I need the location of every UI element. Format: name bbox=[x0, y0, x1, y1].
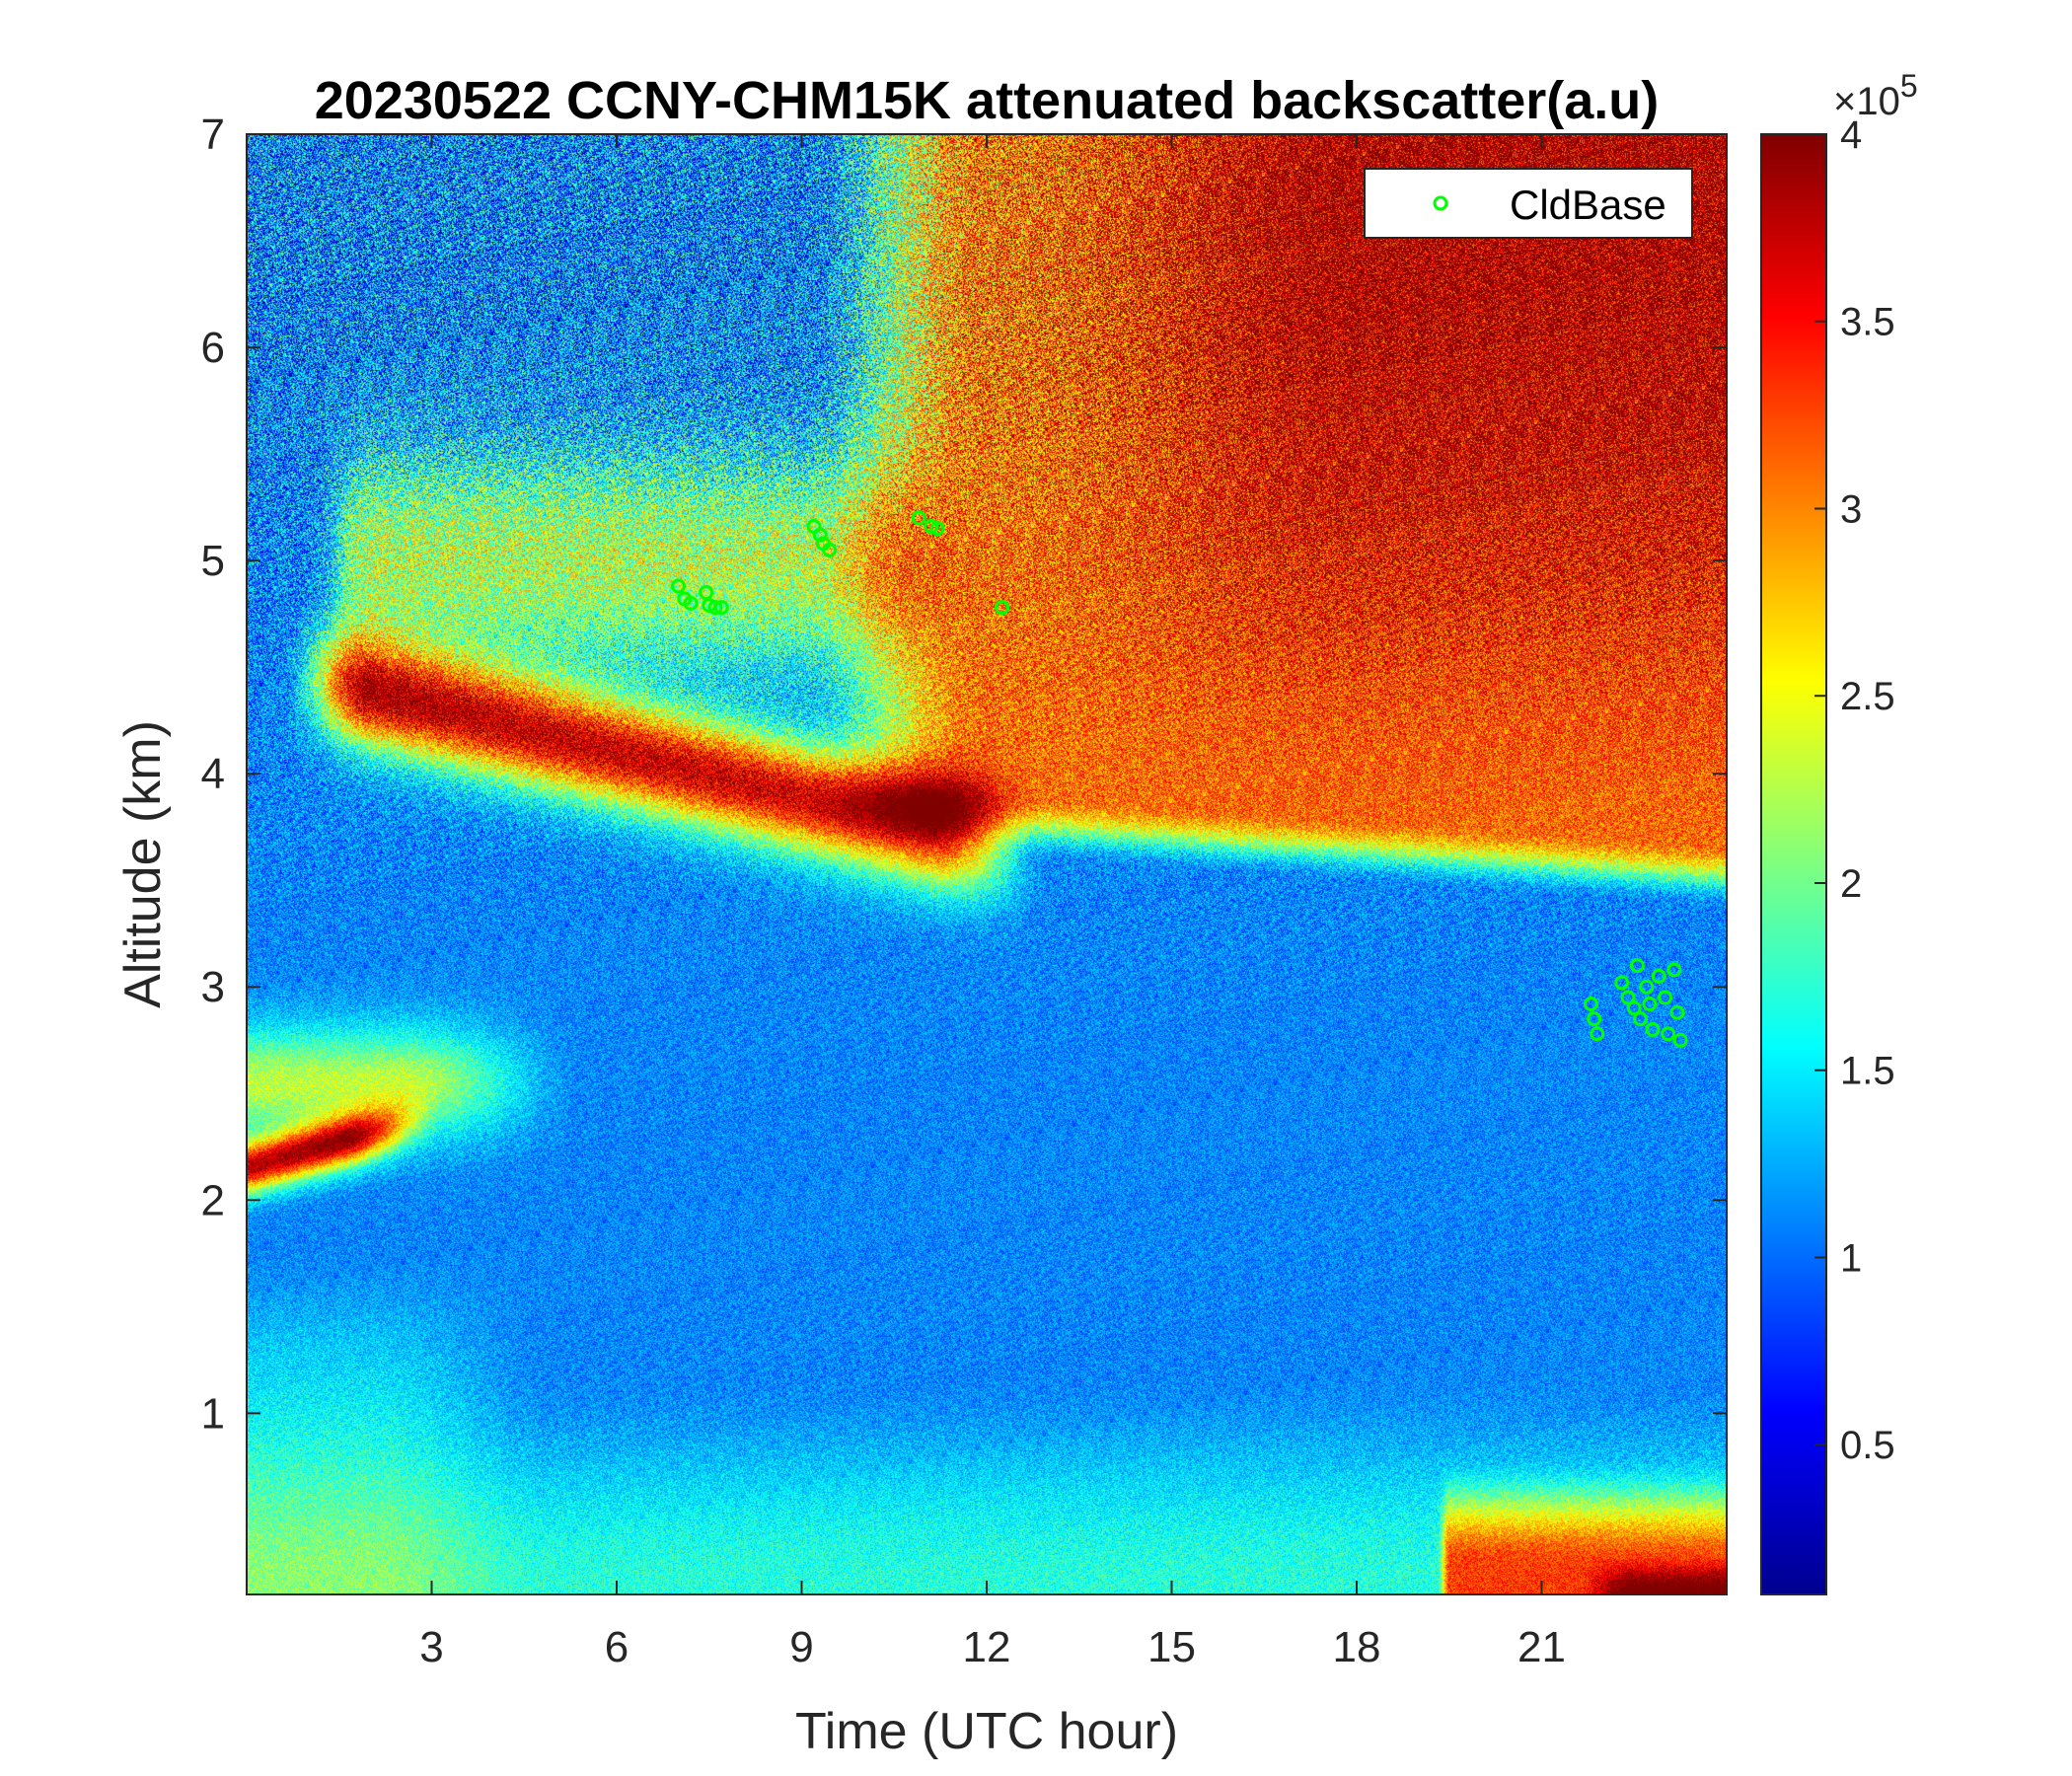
cloud-base-marker bbox=[911, 510, 926, 526]
cloud-base-marker bbox=[1626, 1000, 1642, 1016]
cloud-base-marker bbox=[929, 521, 945, 537]
x-tick-label: 3 bbox=[419, 1623, 443, 1671]
x-tick-label: 6 bbox=[605, 1623, 629, 1671]
colorbar-exponent-base: ×10 bbox=[1833, 80, 1900, 123]
legend-label-cldbase: CldBase bbox=[1510, 182, 1666, 228]
colorbar-tick-label: 0.5 bbox=[1840, 1424, 1895, 1467]
cloud-base-marker bbox=[1614, 975, 1630, 991]
colorbar-tick-label: 1.5 bbox=[1840, 1050, 1895, 1093]
x-tick-label: 15 bbox=[1147, 1623, 1196, 1671]
x-axis: 3 6 9 12 15 18 21 bbox=[419, 134, 1566, 1671]
cloud-base-marker bbox=[822, 542, 838, 557]
legend: CldBase bbox=[1364, 168, 1693, 239]
y-tick-label: 1 bbox=[201, 1389, 225, 1438]
colorbar: 0.5 1 1.5 2 2.5 3 3.5 4 ×105 bbox=[1760, 68, 1918, 1595]
y-tick-label: 6 bbox=[201, 324, 225, 372]
cloud-base-marker bbox=[1642, 997, 1658, 1012]
plot-area bbox=[246, 133, 1728, 1595]
x-tick-label: 18 bbox=[1333, 1623, 1381, 1671]
y-axis: 1 2 3 4 5 6 7 bbox=[201, 111, 1727, 1438]
colorbar-exponent-power: 5 bbox=[1900, 68, 1918, 104]
cloud-base-marker bbox=[995, 600, 1010, 616]
y-tick-label: 3 bbox=[201, 963, 225, 1011]
colorbar-ticks: 0.5 1 1.5 2 2.5 3 3.5 4 bbox=[1814, 113, 1895, 1467]
cloud-base-marker bbox=[1584, 997, 1598, 1012]
colorbar-tick-label: 3 bbox=[1840, 487, 1862, 531]
colorbar-tick-label: 2 bbox=[1840, 862, 1862, 906]
cloud-base-marker bbox=[1639, 979, 1655, 995]
cloud-base-marker bbox=[1651, 968, 1666, 984]
cloud-base-marker bbox=[707, 600, 723, 616]
x-tick-label: 12 bbox=[963, 1623, 1011, 1671]
legend-box bbox=[1364, 168, 1693, 239]
colorbar-gradient bbox=[1760, 133, 1827, 1595]
cloud-base-marker bbox=[1620, 990, 1636, 1005]
cloud-base-marker bbox=[1666, 962, 1682, 978]
cloud-base-series bbox=[671, 510, 1688, 1048]
colorbar-tick-label: 3.5 bbox=[1840, 301, 1895, 344]
legend-marker-cldbase bbox=[1433, 195, 1448, 211]
cloud-base-marker bbox=[671, 578, 686, 594]
cloud-base-marker bbox=[1672, 1032, 1688, 1048]
cloud-base-marker bbox=[1590, 1026, 1605, 1042]
colorbar-exponent: ×105 bbox=[1833, 68, 1918, 123]
x-tick-label: 9 bbox=[789, 1623, 813, 1671]
chart-title: 20230522 CCNY-CHM15K attenuated backscat… bbox=[315, 71, 1660, 130]
cloud-base-marker bbox=[1661, 1026, 1676, 1042]
y-tick-label: 7 bbox=[201, 111, 225, 159]
y-tick-label: 4 bbox=[201, 750, 225, 798]
x-tick-label: 21 bbox=[1517, 1623, 1566, 1671]
cloud-base-marker bbox=[812, 527, 828, 543]
cloud-base-marker bbox=[1629, 958, 1645, 974]
backscatter-heatmap bbox=[247, 134, 1727, 1594]
cloud-base-marker bbox=[699, 585, 714, 601]
x-axis-label: Time (UTC hour) bbox=[795, 1703, 1178, 1760]
y-tick-label: 2 bbox=[201, 1176, 225, 1224]
cloud-base-marker bbox=[1587, 1011, 1602, 1027]
cloud-base-marker bbox=[713, 600, 729, 616]
y-tick-label: 5 bbox=[201, 537, 225, 585]
colorbar-tick-label: 2.5 bbox=[1840, 675, 1895, 718]
y-axis-label: Altitude (km) bbox=[114, 720, 172, 1008]
colorbar-tick-label: 1 bbox=[1840, 1236, 1862, 1280]
cloud-base-marker bbox=[1658, 990, 1672, 1005]
cloud-base-marker bbox=[1669, 1004, 1685, 1020]
cloud-base-marker bbox=[1633, 1011, 1648, 1027]
cloud-base-marker bbox=[683, 595, 699, 611]
colorbar-tick-label: 4 bbox=[1840, 113, 1862, 157]
cloud-base-marker bbox=[1645, 1021, 1661, 1037]
